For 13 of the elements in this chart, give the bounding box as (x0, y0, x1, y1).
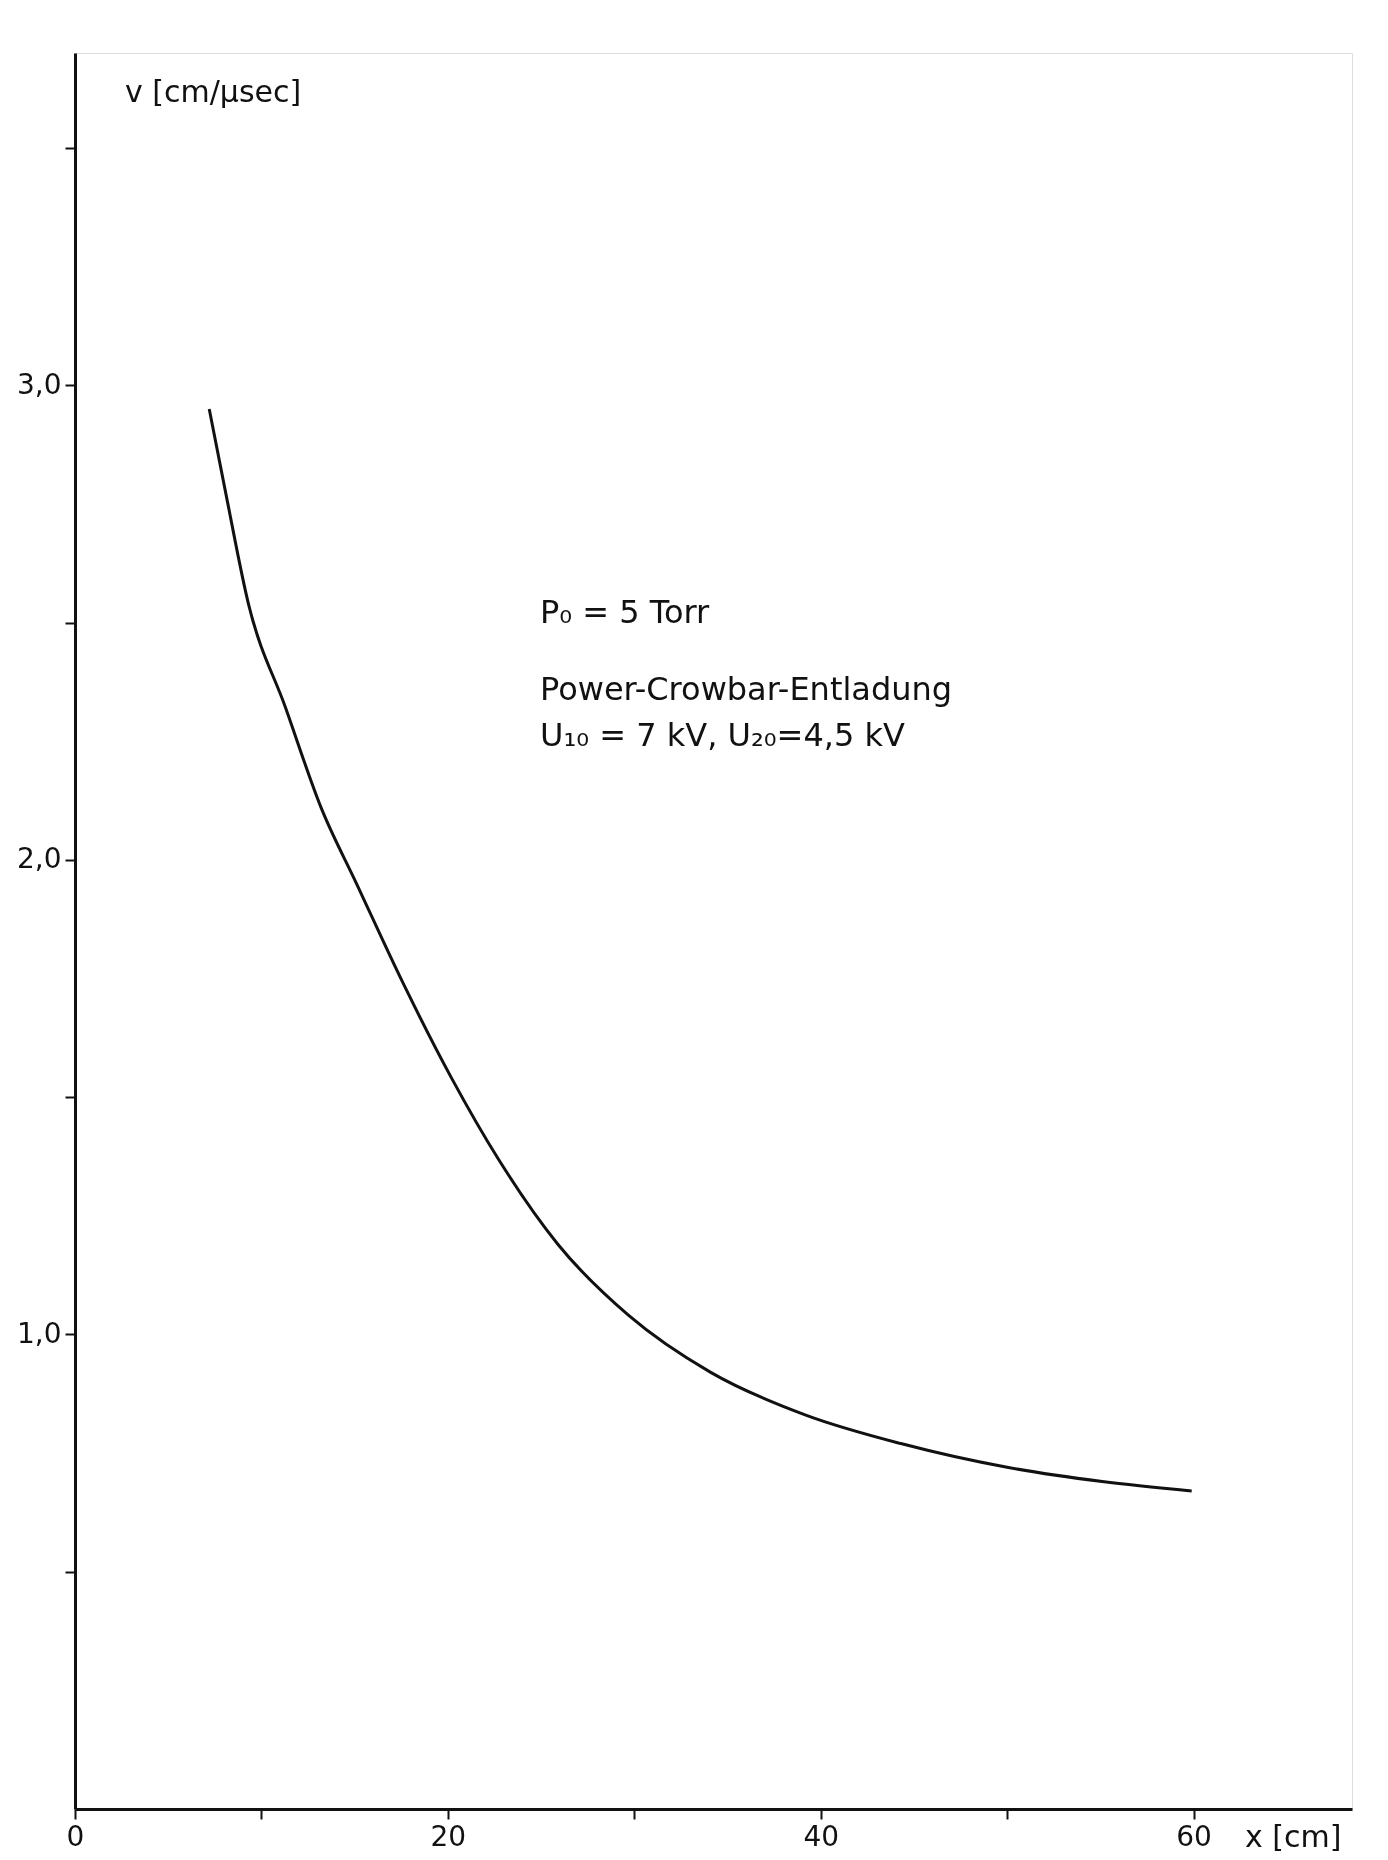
annotation: P₀ = 5 Torr (540, 593, 711, 631)
y-tick-label: 3,0 (16, 367, 62, 401)
annotation: Power-Crowbar-Entladung (540, 670, 953, 708)
x-tick-label: 20 (430, 1819, 467, 1853)
x-tick-label: 0 (66, 1819, 85, 1853)
x-tick-label: 40 (803, 1819, 840, 1853)
annotation: U₁₀ = 7 kV, U₂₀=4,5 kV (540, 716, 906, 754)
y-tick-label: 1,0 (16, 1316, 62, 1350)
y-tick-label: 2,0 (16, 842, 62, 876)
x-axis-title: x [cm] (1245, 1819, 1342, 1854)
x-tick-label: 60 (1176, 1819, 1212, 1853)
line-series (207, 407, 1194, 1493)
y-axis-title: v [cm/µsec] (125, 74, 302, 109)
